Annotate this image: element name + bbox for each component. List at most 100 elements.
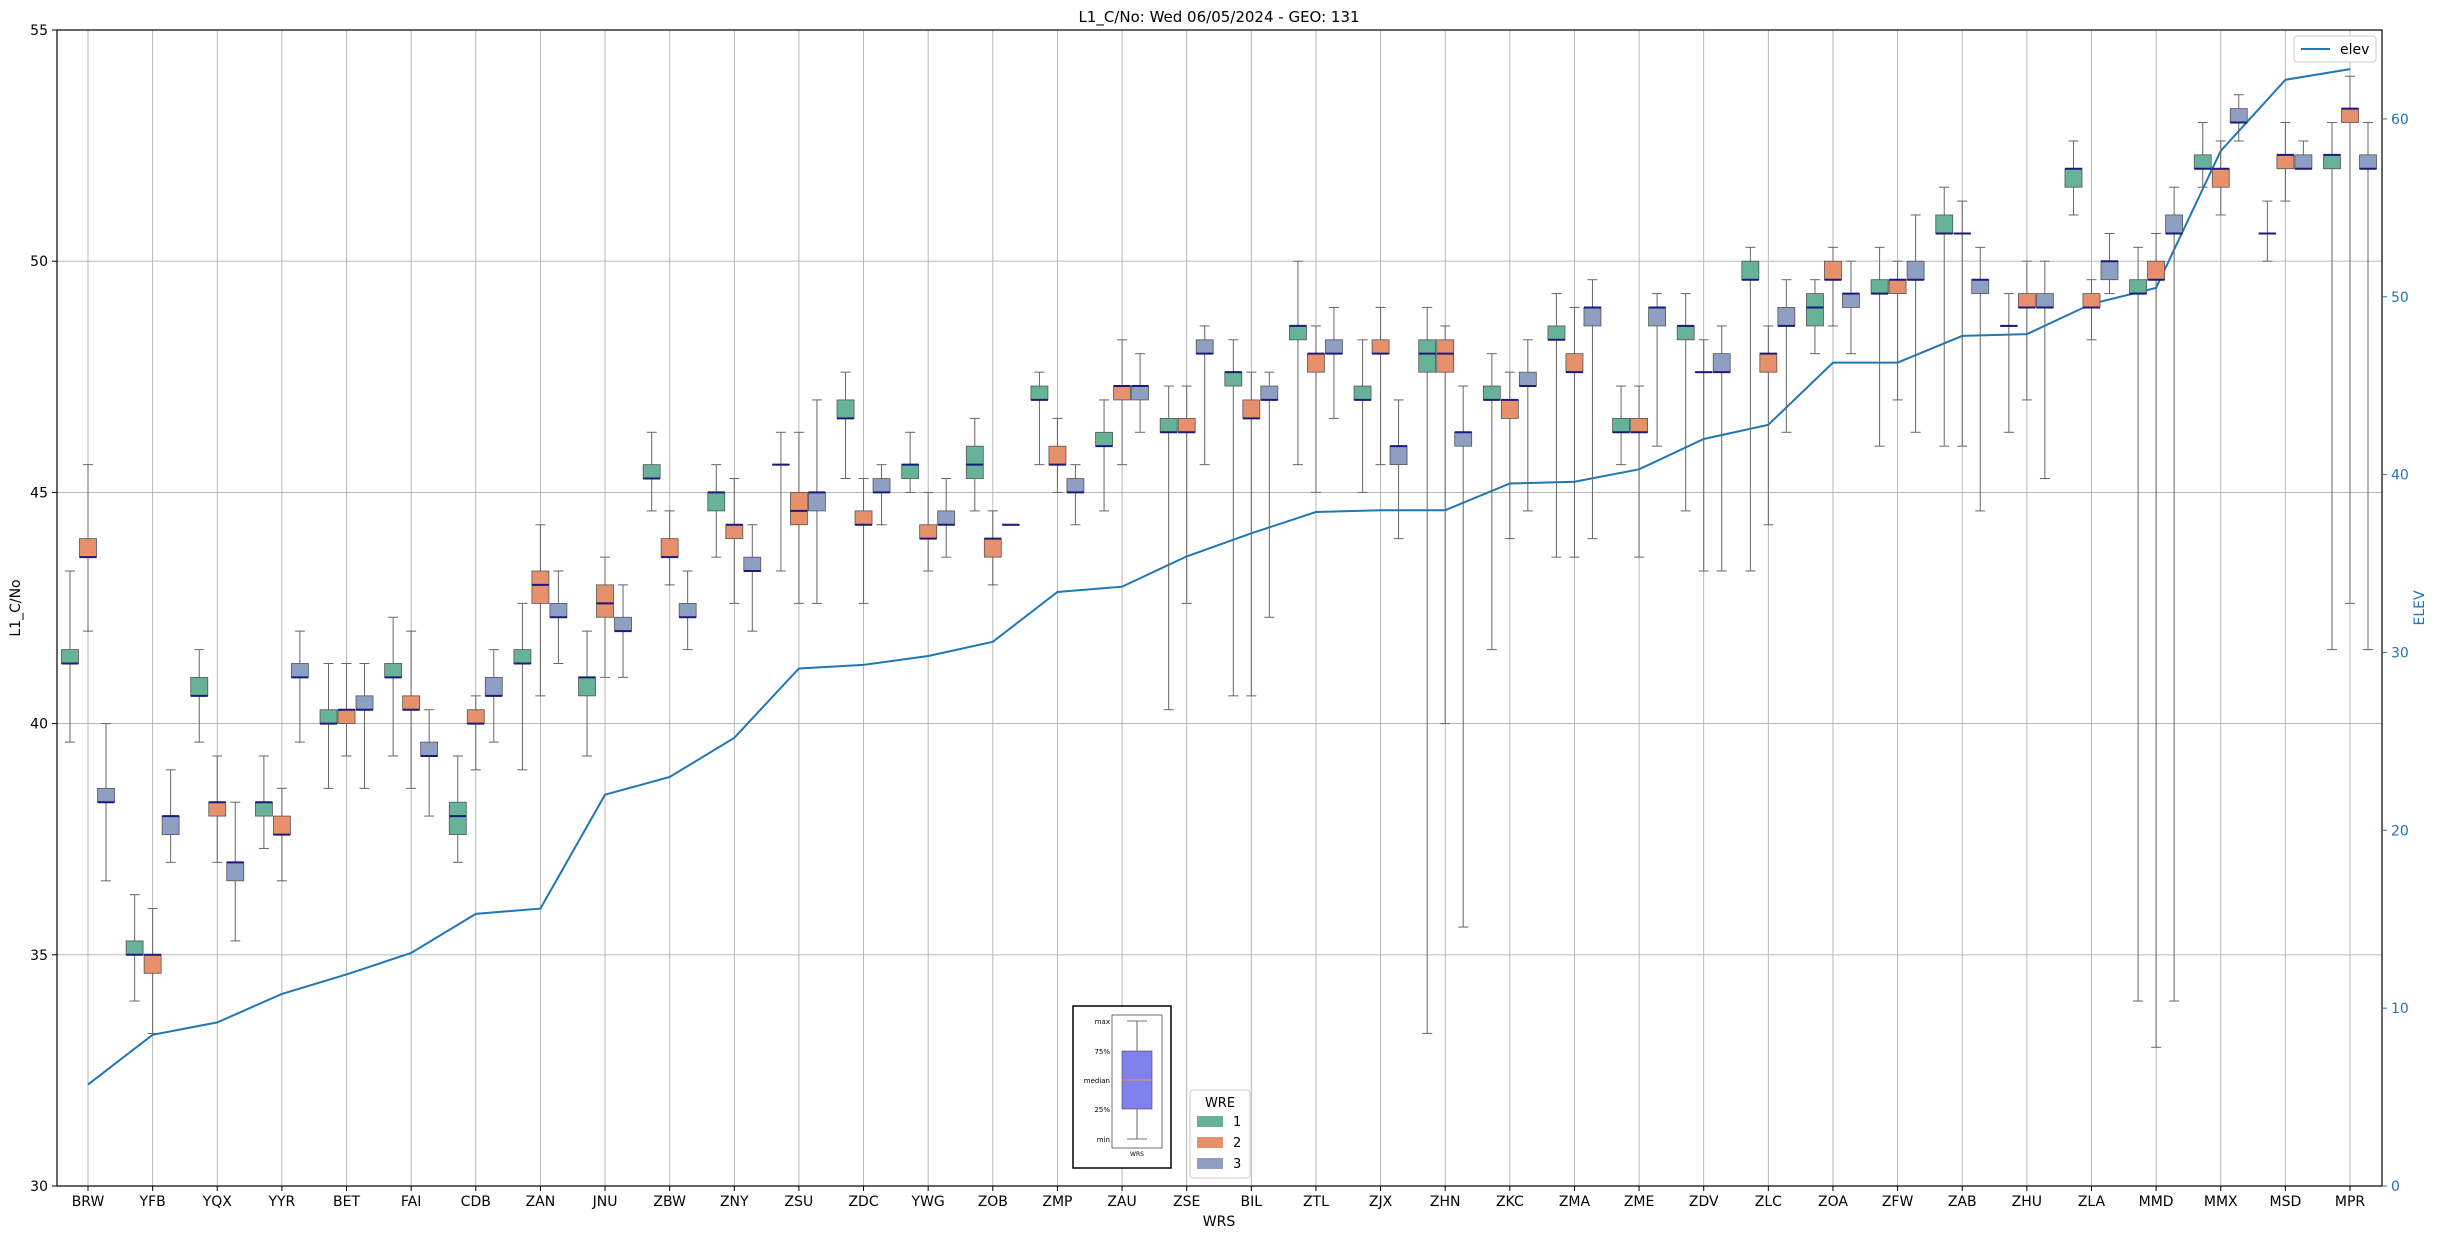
box-iqr — [1066, 478, 1085, 493]
box-iqr — [836, 399, 855, 419]
box-iqr — [2211, 168, 2230, 188]
x-tick-label: ZMA — [1559, 1194, 1591, 1210]
box-wre-3-zny — [743, 524, 762, 632]
box-iqr — [61, 649, 79, 664]
box-wre-1-fai — [384, 616, 403, 757]
box-iqr — [1500, 399, 1519, 419]
x-tick-label: ZTL — [1303, 1194, 1329, 1210]
box-wre-1-zan — [513, 602, 532, 771]
x-tick-label: ZBW — [653, 1194, 686, 1210]
x-tick-label: ZHU — [2012, 1194, 2042, 1210]
box-wre-3-zhn — [1454, 385, 1473, 928]
elev-legend-frame — [2293, 35, 2377, 63]
y2-tick-label: 20 — [2391, 823, 2409, 839]
box-iqr — [614, 616, 632, 632]
x-tick-label: BIL — [1241, 1194, 1263, 1210]
box-wre-2-jnu — [596, 556, 614, 678]
box-wre-2-zhn — [1436, 325, 1455, 725]
x-tick-label: ZLA — [2078, 1194, 2106, 1210]
box-wre-3-zkc — [1518, 339, 1537, 512]
box-wre-1-zma — [1547, 293, 1566, 558]
box-wre-2-zny — [725, 478, 744, 604]
box-iqr — [1547, 325, 1566, 341]
x-tick-label: BRW — [72, 1194, 105, 1210]
box-iqr — [402, 695, 421, 711]
box-iqr — [1870, 279, 1889, 294]
box-iqr — [1612, 418, 1630, 433]
box-iqr — [1048, 445, 1067, 466]
x-tick-label: ZAN — [526, 1194, 556, 1210]
box-wre-1-yqx — [190, 649, 209, 743]
box-wre-2-zkc — [1500, 371, 1519, 540]
box-wre-3-zma — [1583, 279, 1602, 540]
box-wre-1-zdv — [1676, 293, 1695, 512]
key-label-q3: 75% — [1094, 1048, 1110, 1056]
box-iqr — [1741, 260, 1760, 281]
box-iqr — [337, 709, 356, 725]
box-iqr — [1676, 325, 1695, 341]
wre-legend-swatch-1 — [1197, 1116, 1223, 1127]
box-wre-3-zab — [1971, 246, 1990, 512]
box-wre-2-bil — [1242, 371, 1261, 697]
box-iqr — [1389, 445, 1408, 466]
box-iqr — [1777, 307, 1796, 327]
box-wre-2-zbw — [660, 510, 679, 586]
x-tick-label: YFB — [139, 1194, 166, 1210]
box-wre-3-zfw — [1906, 214, 1925, 433]
box-iqr — [161, 815, 180, 835]
box-wre-2-yfb — [143, 908, 162, 1034]
box-wre-3-zoa — [1842, 260, 1860, 355]
box-iqr — [420, 741, 439, 757]
elev-legend-label: elev — [2340, 42, 2369, 58]
box-iqr — [2165, 214, 2184, 234]
box-iqr — [1906, 260, 1925, 281]
box-wre-2-zlc — [1759, 325, 1778, 526]
box-wre-1-ztl — [1289, 260, 1307, 466]
box-wre-2-zan — [531, 524, 550, 697]
box-iqr — [1454, 431, 1473, 447]
x-tick-label: ZSE — [1173, 1194, 1200, 1210]
box-wre-1-zau — [1095, 399, 1113, 512]
box-iqr — [1113, 385, 1131, 401]
y-tick-label: 45 — [30, 485, 48, 501]
box-wre-2-zoa — [1824, 246, 1842, 327]
box-iqr — [1759, 353, 1778, 373]
box-iqr — [2294, 154, 2313, 170]
plot-frame — [56, 29, 2383, 1187]
x-tick-label: FAI — [401, 1194, 421, 1210]
box-wre-1-msd — [2258, 200, 2277, 262]
box-wre-2-yqx — [208, 755, 227, 863]
box-iqr — [1131, 385, 1149, 401]
box-iqr — [1935, 214, 1954, 234]
box-wre-1-brw — [61, 570, 79, 743]
box-iqr — [254, 801, 273, 817]
box-iqr — [2341, 108, 2359, 123]
box-wre-1-zob — [965, 417, 984, 512]
box-iqr — [578, 676, 596, 697]
x-tick-label: CDB — [461, 1194, 491, 1210]
box-wre-2-mmx — [2211, 140, 2230, 216]
box-iqr — [660, 538, 679, 558]
box-iqr — [2359, 154, 2377, 170]
key-xtick-label: WRS — [1130, 1151, 1144, 1158]
box-iqr — [596, 584, 614, 618]
y-tick-label: 30 — [30, 1179, 48, 1195]
x-tick-label: ZOB — [978, 1194, 1008, 1210]
box-iqr — [983, 538, 1002, 558]
box-iqr — [319, 709, 338, 725]
box-iqr — [1224, 371, 1243, 387]
x-tick-label: ZHN — [1430, 1194, 1461, 1210]
box-iqr — [448, 801, 467, 835]
box-iqr — [2064, 168, 2083, 188]
box-wre-2-zdc — [854, 478, 873, 604]
wre-legend-swatch-2 — [1197, 1137, 1223, 1148]
box-wre-1-zdc — [836, 371, 855, 480]
box-layer — [61, 75, 2377, 1048]
x-tick-label: ZDC — [848, 1194, 878, 1210]
y2-tick-label: 60 — [2391, 112, 2409, 128]
box-wre-1-zmp — [1030, 371, 1049, 466]
box-iqr — [1482, 385, 1501, 401]
box-wre-3-mmx — [2229, 94, 2248, 142]
